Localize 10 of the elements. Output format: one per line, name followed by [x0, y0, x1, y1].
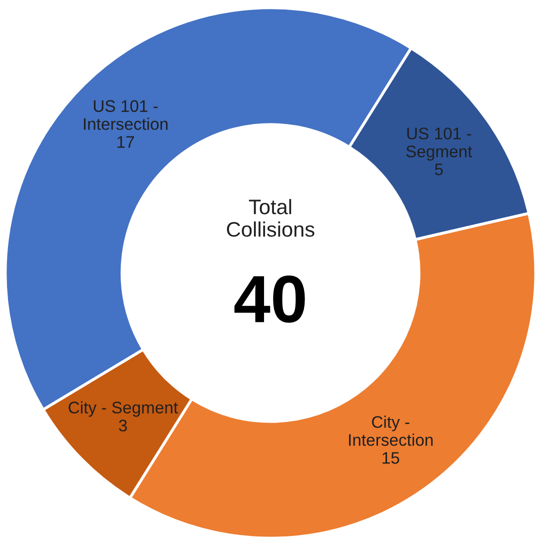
data-label: 5	[434, 164, 443, 176]
slice-label: City - Intersection	[349, 416, 433, 446]
data-label: 15	[382, 452, 400, 464]
slice-label: City - Segment	[68, 401, 178, 417]
slice-label: US 101 - Segment	[406, 128, 472, 161]
slice-label: US 101 - Intersection	[84, 100, 168, 130]
data-label: 17	[118, 136, 134, 148]
text: 40	[234, 276, 305, 323]
data-label: 3	[118, 420, 127, 432]
text: Total Collisions	[226, 199, 314, 237]
